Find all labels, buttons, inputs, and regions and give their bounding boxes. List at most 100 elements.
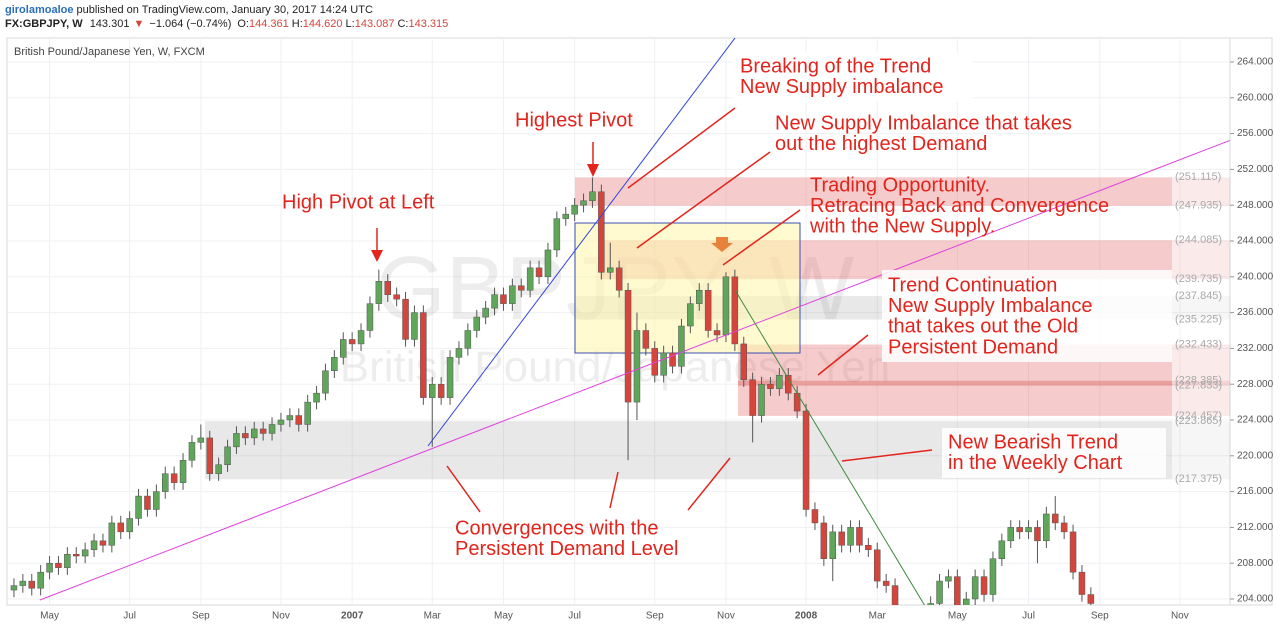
trend-line bbox=[39, 139, 1230, 601]
ohlc-value: 143.087 bbox=[355, 18, 395, 30]
candle-body bbox=[455, 348, 463, 358]
arrow bbox=[817, 334, 869, 376]
y-tick-label: 248.000 bbox=[1237, 200, 1274, 211]
y-tick-label: 264.000 bbox=[1237, 57, 1274, 68]
candle-body bbox=[197, 437, 205, 443]
x-tick-label: Mar bbox=[869, 611, 887, 622]
candle-body bbox=[331, 357, 338, 372]
candle-body bbox=[375, 281, 383, 304]
candles bbox=[10, 177, 1095, 605]
y-tick-label: 228.000 bbox=[1237, 379, 1274, 390]
candle-body bbox=[224, 446, 231, 465]
candle-body bbox=[740, 343, 747, 380]
x-tick-label: Nov bbox=[717, 611, 735, 622]
candle-body bbox=[295, 415, 302, 425]
candle-body bbox=[117, 522, 124, 533]
candle-body bbox=[10, 585, 18, 591]
candle-body bbox=[891, 585, 899, 605]
zone-label: (237.845) bbox=[1175, 290, 1222, 302]
ohlc-label: H: bbox=[292, 18, 303, 30]
arrow bbox=[841, 449, 933, 462]
candle-body bbox=[954, 576, 961, 605]
candle-body bbox=[446, 357, 454, 398]
candle-body bbox=[411, 312, 418, 340]
zone bbox=[738, 380, 1172, 386]
candle-body bbox=[615, 267, 623, 291]
arrow bbox=[687, 457, 731, 511]
annotation: New Supply imbalance bbox=[740, 76, 943, 98]
candle-body bbox=[749, 379, 756, 416]
annotation: that takes out the Old bbox=[888, 316, 1078, 338]
zone-label: (244.085) bbox=[1175, 234, 1222, 246]
y-tick-label: 240.000 bbox=[1237, 271, 1274, 282]
candle-body bbox=[758, 383, 765, 416]
candle-body bbox=[509, 285, 516, 304]
annotation: Highest Pivot bbox=[515, 109, 633, 131]
annotation: Trend Continuation bbox=[888, 274, 1057, 296]
annotation: New Supply Imbalance bbox=[888, 295, 1093, 317]
y-tick-label: 244.000 bbox=[1237, 236, 1274, 247]
candle-body bbox=[500, 294, 507, 304]
candle-body bbox=[464, 330, 472, 349]
candle-body bbox=[945, 576, 952, 582]
chart-title: British Pound/Japanese Yen, W, FXCM bbox=[14, 46, 205, 58]
candle-body bbox=[135, 495, 142, 519]
candle-body bbox=[1078, 571, 1086, 595]
candle-body bbox=[242, 433, 249, 439]
candle-body bbox=[437, 383, 445, 398]
y-tick-label: 236.000 bbox=[1237, 307, 1274, 318]
candle-body bbox=[402, 298, 409, 340]
candle-body bbox=[482, 307, 489, 318]
x-tick-label: May bbox=[494, 611, 513, 622]
zone-labels: (251.115) (247.935) (244.085) (239.735) (237… bbox=[1172, 171, 1230, 485]
ohlc-label: L: bbox=[346, 18, 355, 30]
candle-body bbox=[1069, 531, 1077, 573]
candle-body bbox=[678, 325, 685, 367]
candle-body bbox=[99, 540, 107, 546]
candle-body bbox=[153, 491, 160, 510]
zone-label: (227.833) bbox=[1175, 380, 1222, 392]
candle-body bbox=[936, 580, 943, 604]
candle-body bbox=[811, 509, 819, 524]
zone-label-box bbox=[1172, 240, 1230, 280]
retrace-box bbox=[574, 222, 801, 354]
author[interactable]: girolamoaloe bbox=[5, 4, 73, 16]
zone-label: (228.385) bbox=[1175, 375, 1222, 387]
candle-body bbox=[19, 580, 27, 586]
zone-label-box bbox=[1172, 380, 1230, 386]
candle-body bbox=[731, 276, 739, 345]
zone-label: (217.375) bbox=[1175, 473, 1222, 485]
candle-body bbox=[1016, 527, 1023, 533]
annotation: with the New Supply. bbox=[809, 216, 995, 238]
candle-body bbox=[259, 428, 267, 434]
candle-body bbox=[838, 531, 845, 546]
drawings bbox=[39, 38, 1230, 605]
candle-body bbox=[598, 191, 605, 273]
candle-body bbox=[607, 267, 614, 273]
y-tick-label: 216.000 bbox=[1237, 486, 1274, 497]
annotation: Trading Opportunity. bbox=[810, 174, 990, 196]
candle-body bbox=[989, 558, 997, 595]
candle-body bbox=[829, 531, 836, 559]
candle-body bbox=[767, 383, 774, 389]
candle-body bbox=[669, 352, 676, 367]
x-tick-label: Mar bbox=[424, 611, 442, 622]
zone-label: (235.225) bbox=[1175, 313, 1222, 325]
zone-label-box bbox=[1172, 296, 1230, 320]
candle-body bbox=[46, 562, 53, 573]
arrow bbox=[722, 209, 801, 266]
header-line: girolamoaloe published on TradingView.co… bbox=[5, 4, 373, 16]
annotation: High Pivot at Left bbox=[282, 191, 435, 213]
trend-line bbox=[734, 289, 925, 605]
annotation: Breaking of the Trend bbox=[740, 55, 931, 77]
candle-body bbox=[1087, 594, 1095, 604]
zone-label: (232.433) bbox=[1175, 338, 1222, 350]
ohlc-value: 144.361 bbox=[249, 18, 289, 30]
candle-body bbox=[55, 562, 62, 568]
annotation: Retracing Back and Convergence bbox=[810, 195, 1109, 217]
zone-label: (239.735) bbox=[1175, 273, 1222, 285]
arrows bbox=[371, 107, 933, 513]
candle-body bbox=[865, 545, 872, 551]
candle-body bbox=[304, 401, 311, 425]
